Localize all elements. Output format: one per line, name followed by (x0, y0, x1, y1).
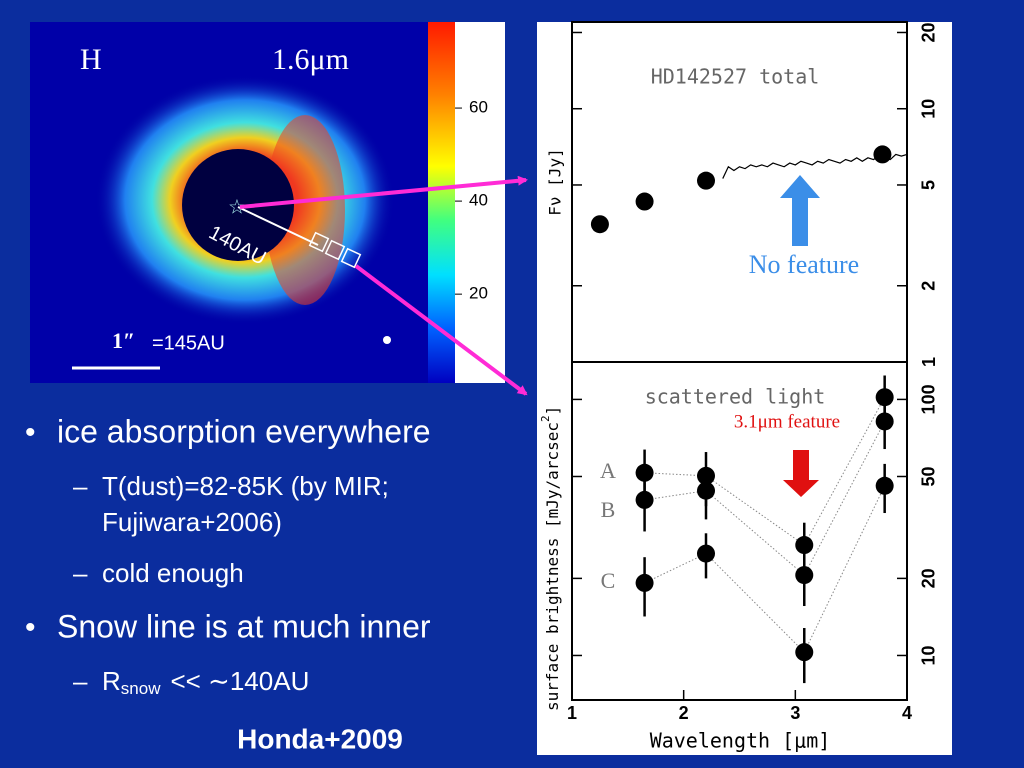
y-axis-label-sup: 2 (539, 415, 552, 422)
y-tick-label: 20 (919, 568, 939, 588)
series-label: A (600, 458, 616, 483)
bullet: Snow line is at much inner (57, 608, 431, 644)
data-point (875, 412, 894, 431)
star-marker: ☆ (228, 196, 246, 218)
annotation: No feature (749, 250, 859, 279)
data-point (590, 215, 609, 234)
y-tick-label: 1 (919, 357, 939, 367)
data-point (875, 388, 894, 407)
y-axis-label: surface brightness [mJy/arcsec2] (539, 406, 562, 711)
bullet-dot: • (25, 416, 36, 449)
x-tick-label: 2 (679, 703, 689, 723)
r-symbol: R (102, 666, 121, 696)
series-label: C (601, 568, 616, 593)
y-tick-label: 20 (919, 22, 939, 42)
dash: – (73, 666, 88, 696)
dash: – (73, 471, 88, 501)
y-tick-label: 50 (919, 466, 939, 486)
plot-title: HD142527 total (651, 65, 820, 89)
plot-title: scattered light (645, 385, 826, 409)
data-point (795, 566, 814, 585)
colorbar-tick-label: 40 (469, 191, 488, 210)
connect-line (644, 485, 886, 654)
sub-bullet: Rsnow << ∼140AU (102, 666, 309, 699)
data-point (635, 490, 654, 509)
sub-bullet: T(dust)=82-85K (by MIR; (102, 471, 389, 501)
x-tick-label: 1 (567, 703, 577, 723)
series-label: B (601, 497, 616, 522)
data-point (635, 192, 654, 211)
y-axis-label-main: surface brightness [mJy/arcsec (543, 422, 562, 711)
y-tick-label: 10 (919, 645, 939, 665)
subscript: snow (121, 679, 161, 698)
coronagraph-mask (182, 149, 294, 261)
sample-boxes (308, 231, 362, 269)
colorbar-tick-label: 20 (469, 284, 488, 303)
sub-bullet: cold enough (102, 558, 244, 588)
credit: Honda+2009 (237, 723, 403, 754)
y-tick-label: 100 (919, 384, 939, 414)
annotation-arrow (783, 450, 819, 497)
data-point (875, 476, 894, 495)
data-point (873, 145, 892, 164)
x-tick-label: 4 (902, 703, 912, 723)
radius-line (237, 206, 319, 246)
data-point (697, 544, 715, 563)
annotation: 3.1μm feature (734, 411, 840, 432)
scale-au-label: =145AU (152, 332, 225, 354)
pointer-arrow (354, 264, 528, 396)
connect-line (644, 421, 886, 576)
bullet: ice absorption everywhere (57, 413, 431, 449)
data-point (795, 643, 814, 662)
data-point (795, 536, 814, 555)
y-axis-label-end: ] (543, 406, 562, 416)
data-point (635, 463, 654, 482)
psf-dot (383, 336, 391, 344)
y-tick-label: 10 (919, 99, 939, 119)
bullets: • ice absorption everywhere – T(dust)=82… (25, 413, 431, 754)
wavelength-label: 1.6μm (272, 43, 349, 76)
band-label: H (80, 43, 102, 76)
y-axis-label: Fν [Jy] (546, 148, 565, 215)
bullet-dot: • (25, 611, 36, 644)
disk-arc (265, 115, 345, 305)
plot-frame (571, 361, 908, 701)
data-point (697, 481, 715, 500)
sub-rest: << ∼140AU (170, 666, 309, 696)
spectrum-line (722, 153, 908, 179)
y-tick-label: 5 (919, 180, 939, 190)
x-tick-label: 3 (790, 703, 800, 723)
dash: – (73, 558, 88, 588)
plots: 1 2 5 10 20 HD142527 total Fν [Jy] No feature 10… (539, 21, 939, 753)
y-tick-label: 2 (919, 281, 939, 291)
data-point (697, 171, 715, 190)
x-axis-label: Wavelength [μm] (650, 729, 831, 753)
data-point (635, 573, 654, 592)
annotation-arrow (780, 175, 820, 246)
sub-bullet: Fujiwara+2006) (102, 507, 282, 537)
disk-image: H 1.6μm 1″ =145AU ☆ 140AU (30, 22, 505, 383)
scale-label: 1″ (112, 328, 135, 353)
pointer-arrow (239, 175, 528, 209)
colorbar-tick-label: 60 (469, 98, 488, 117)
